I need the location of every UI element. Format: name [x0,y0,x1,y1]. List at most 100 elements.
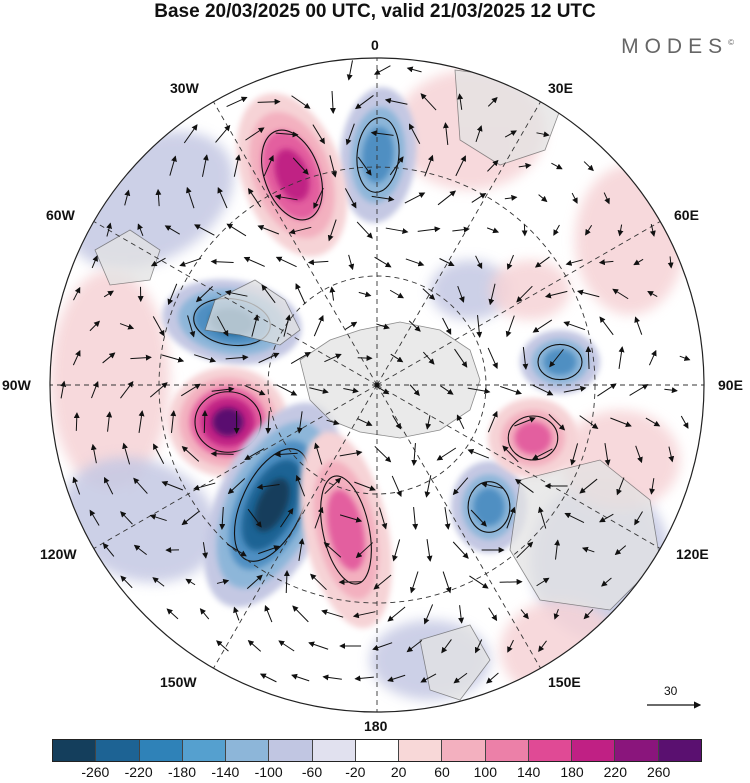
map-disk [50,58,704,712]
wind-arrow [579,478,598,494]
positive-anomaly [299,431,393,629]
wind-arrow [357,355,373,362]
wind-arrow [247,188,262,208]
wind-arrow [422,351,435,365]
wind-arrow [167,283,178,306]
negative-anomaly [339,87,417,223]
wind-arrow [504,130,517,138]
lon-label-0: 0 [371,37,379,53]
colorbar-tick-label: 100 [473,764,498,780]
wind-arrow [323,542,342,558]
wind-arrow [551,162,563,170]
wind-arrow [467,448,490,459]
wind-arrow [73,412,80,431]
wind-arrow [389,156,404,176]
wind-arrow [137,223,144,236]
wind-arrow [538,640,547,653]
colorbar-segment [572,740,616,761]
wind-arrow [251,314,260,337]
wind-arrow [553,224,560,236]
meridian-line [213,101,378,386]
wind-arrow [664,387,678,394]
wind-arrow [422,288,436,301]
wind-arrow [579,415,599,429]
wind-arrow [102,542,115,557]
page-title: Base 20/03/2025 00 UTC, valid 21/03/2025… [154,1,596,22]
wind-arrow [417,226,441,233]
wind-arrow [210,258,234,265]
wind-arrow [392,539,401,562]
wind-arrow [469,575,489,589]
lon-label-30w: 30W [170,80,199,96]
colorbar-ticks: -260 -220 -180 -140 -100 -60 -20 20 60 100 140 180 2… [52,764,702,782]
wind-arrow [195,286,213,303]
wind-arrow [348,254,355,271]
wind-arrow [89,320,101,332]
wind-arrow [288,226,312,235]
wind-arrow [153,443,165,464]
colorbar-tick-label: -20 [345,764,366,780]
wind-arrow [122,442,131,465]
wind-arrow [329,90,336,114]
wind-arrow [487,410,498,433]
lon-label-90w: 90W [2,377,31,393]
wind-arrow [345,123,355,146]
wind-arrow [442,317,452,335]
wind-arrow [179,257,202,267]
anomaly-contour-level [473,488,505,526]
wind-arrow [425,415,432,430]
wind-arrow [506,506,516,529]
wind-arrow [283,314,292,337]
wind-arrow [583,609,594,620]
wind-arrow [392,415,402,430]
wind-arrow [357,156,372,176]
wind-arrow [313,187,324,209]
wind-arrow [426,539,433,562]
colorbar-segment [485,740,529,761]
wind-arrow [443,122,449,145]
wind-arrow [291,95,311,109]
wind-arrow [487,96,498,107]
colorbar-tick-label: -180 [167,764,197,780]
wind-arrow [564,512,585,524]
wind-arrow [633,258,644,266]
wind-arrow [437,190,457,206]
wind-arrow [376,323,390,330]
wind-arrow [470,509,487,527]
wind-arrow [475,125,483,143]
negative-anomaly [451,461,527,553]
wind-arrow [352,611,376,619]
contour-line [537,343,583,381]
wind-arrow [155,188,162,207]
wind-arrow [120,381,134,399]
wind-arrow [202,542,209,559]
wind-arrow [161,354,185,363]
negative-anomaly [520,330,600,394]
wind-arrow [292,157,309,175]
meridian-line [376,101,541,386]
wind-arrow [452,541,469,559]
wind-arrow [261,284,276,304]
contour-line [233,448,311,562]
colorbar-segment [269,740,313,761]
wind-arrow [215,124,231,143]
wind-arrow [645,417,661,427]
wind-arrow [187,315,196,338]
wind-arrow [263,155,274,177]
wind-arrow [124,189,131,206]
wind-arrow [514,478,534,493]
wind-arrow [290,351,311,364]
wind-arrow [357,418,373,426]
brand-text: MODES [621,35,729,58]
wind-arrow [649,224,656,237]
wind-arrow [291,673,310,682]
wind-arrow [616,477,625,496]
colorbar-segment [528,740,573,761]
colorbar-segment [139,740,183,761]
contour-line [261,129,323,221]
lon-label-90e: 90E [718,377,743,393]
wind-arrow [544,290,568,299]
wind-arrow [339,450,363,457]
wind-arrow [458,605,465,624]
wind-arrow [150,257,166,267]
